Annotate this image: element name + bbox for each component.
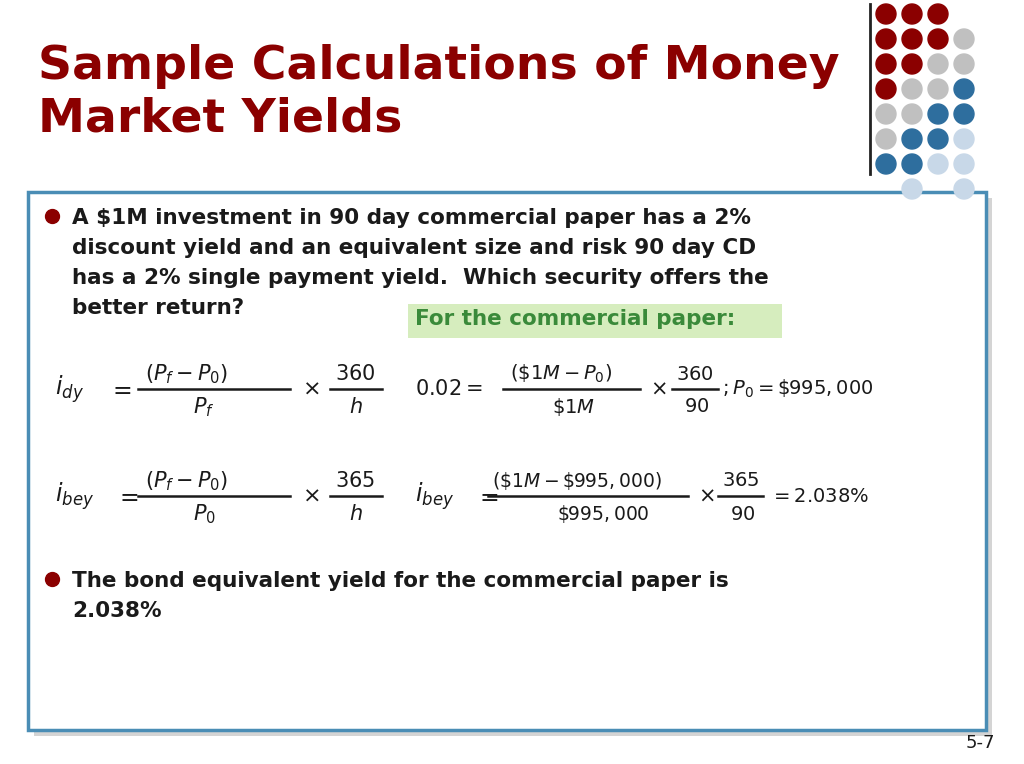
Text: $=$: $=$ xyxy=(475,484,499,508)
Circle shape xyxy=(928,79,948,99)
Text: 5-7: 5-7 xyxy=(966,734,995,752)
Text: $360$: $360$ xyxy=(335,364,376,384)
Circle shape xyxy=(928,29,948,49)
Text: $\times$: $\times$ xyxy=(650,379,667,399)
Text: $P_f$: $P_f$ xyxy=(193,395,215,419)
Text: $(\$1M - P_0)$: $(\$1M - P_0)$ xyxy=(510,363,612,385)
Text: Market Yields: Market Yields xyxy=(38,96,402,141)
Text: $i_{bey}$: $i_{bey}$ xyxy=(55,480,94,512)
Text: $(P_f - P_0)$: $(P_f - P_0)$ xyxy=(145,362,228,386)
Text: $= 2.038\%$: $= 2.038\%$ xyxy=(770,487,869,506)
Text: $(\$1M - \$995,000)$: $(\$1M - \$995,000)$ xyxy=(492,470,662,492)
Circle shape xyxy=(902,104,922,124)
Text: $i_{bey}$: $i_{bey}$ xyxy=(415,480,455,512)
Text: $h$: $h$ xyxy=(349,397,362,417)
Circle shape xyxy=(954,154,974,174)
Circle shape xyxy=(902,4,922,24)
Text: $\times$: $\times$ xyxy=(698,486,715,506)
Circle shape xyxy=(928,4,948,24)
Circle shape xyxy=(954,104,974,124)
Circle shape xyxy=(902,154,922,174)
Text: $90$: $90$ xyxy=(730,504,756,523)
FancyBboxPatch shape xyxy=(28,192,986,730)
FancyBboxPatch shape xyxy=(408,304,782,338)
Circle shape xyxy=(876,154,896,174)
Circle shape xyxy=(876,104,896,124)
Text: $365$: $365$ xyxy=(335,471,375,491)
Text: Sample Calculations of Money: Sample Calculations of Money xyxy=(38,44,840,89)
Text: $360$: $360$ xyxy=(676,364,714,384)
Circle shape xyxy=(876,4,896,24)
Text: $0.02 =$: $0.02 =$ xyxy=(415,379,483,399)
Circle shape xyxy=(928,54,948,74)
Circle shape xyxy=(876,79,896,99)
Circle shape xyxy=(928,104,948,124)
Circle shape xyxy=(928,129,948,149)
Circle shape xyxy=(928,154,948,174)
Text: $i_{dy}$: $i_{dy}$ xyxy=(55,373,84,405)
Text: $\$1M$: $\$1M$ xyxy=(552,396,595,418)
Text: $\times$: $\times$ xyxy=(302,379,319,399)
Text: The bond equivalent yield for the commercial paper is
2.038%: The bond equivalent yield for the commer… xyxy=(72,571,729,620)
Text: $;P_0 = \$995,000$: $;P_0 = \$995,000$ xyxy=(722,378,873,400)
Text: $h$: $h$ xyxy=(349,504,362,524)
Circle shape xyxy=(902,54,922,74)
Circle shape xyxy=(876,29,896,49)
Circle shape xyxy=(876,54,896,74)
Circle shape xyxy=(954,29,974,49)
Text: $=$: $=$ xyxy=(108,377,132,401)
Text: $\$995,000$: $\$995,000$ xyxy=(557,503,649,525)
Circle shape xyxy=(902,29,922,49)
FancyBboxPatch shape xyxy=(34,198,992,736)
Text: $(P_f - P_0)$: $(P_f - P_0)$ xyxy=(145,469,228,493)
Circle shape xyxy=(954,179,974,199)
Circle shape xyxy=(954,79,974,99)
Text: $90$: $90$ xyxy=(684,397,710,416)
Text: discount yield and an equivalent size and risk 90 day CD: discount yield and an equivalent size an… xyxy=(72,238,756,258)
Circle shape xyxy=(876,129,896,149)
Circle shape xyxy=(954,129,974,149)
Text: $365$: $365$ xyxy=(722,471,760,490)
Circle shape xyxy=(902,79,922,99)
Circle shape xyxy=(902,129,922,149)
Text: $P_0$: $P_0$ xyxy=(193,502,216,526)
Circle shape xyxy=(954,54,974,74)
Text: $=$: $=$ xyxy=(115,484,139,508)
Circle shape xyxy=(902,179,922,199)
Text: $\times$: $\times$ xyxy=(302,486,319,506)
Text: has a 2% single payment yield.  Which security offers the: has a 2% single payment yield. Which sec… xyxy=(72,268,769,288)
Text: A $1M investment in 90 day commercial paper has a 2%: A $1M investment in 90 day commercial pa… xyxy=(72,208,751,228)
Text: better return?: better return? xyxy=(72,298,244,318)
Text: For the commercial paper:: For the commercial paper: xyxy=(415,309,735,329)
